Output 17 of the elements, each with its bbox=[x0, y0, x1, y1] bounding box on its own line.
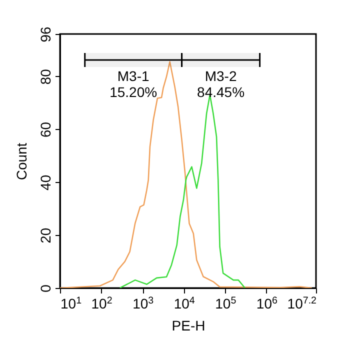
y-tick-label: 60 bbox=[38, 122, 54, 138]
x-axis-title: PE-H bbox=[172, 318, 206, 334]
y-tick-label: 20 bbox=[38, 228, 54, 244]
y-tick-label: 80 bbox=[38, 68, 54, 85]
x-tick-label: 10$^{7.2}$ bbox=[287, 295, 316, 312]
x-tick-label: 10$^{5}$ bbox=[215, 295, 237, 312]
y-tick-label: 0 bbox=[38, 284, 54, 292]
x-tick-label: 10$^{4}$ bbox=[174, 295, 196, 312]
x-tick-label: 10$^{6}$ bbox=[256, 295, 278, 312]
y-axis-title: Count bbox=[14, 142, 30, 180]
band-label: M3-1 15.20% bbox=[110, 68, 158, 100]
x-tick-label: 10$^{1}$ bbox=[60, 295, 82, 312]
band-label: M3-2 84.45% bbox=[197, 68, 245, 100]
x-tick-label: 10$^{3}$ bbox=[132, 295, 154, 312]
x-tick-label: 10$^{2}$ bbox=[91, 295, 112, 312]
y-tick-label: 40 bbox=[38, 174, 54, 190]
y-tick-label: 96 bbox=[38, 26, 54, 42]
